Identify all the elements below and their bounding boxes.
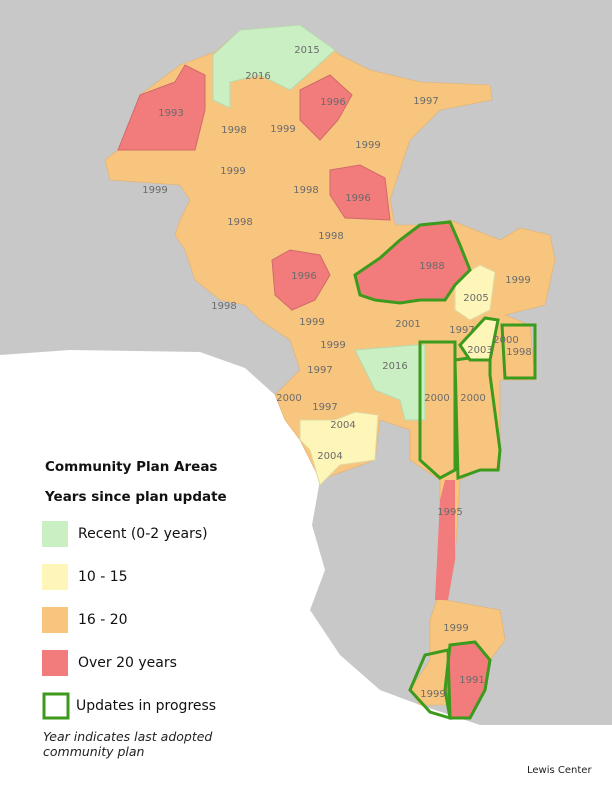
area-old	[117, 64, 206, 151]
progress-outline	[408, 648, 452, 721]
legend-swatch	[42, 607, 68, 633]
ocean	[0, 350, 612, 792]
area-year: 1988	[419, 261, 444, 272]
area-year: 2016	[245, 71, 270, 82]
area-year: 1998	[227, 217, 252, 228]
legend-swatch	[42, 564, 68, 590]
area-year: 1999	[270, 124, 295, 135]
area-year: 1991	[459, 675, 484, 686]
area-year: 2003	[467, 345, 492, 356]
legend-swatch	[42, 521, 68, 547]
area-year: 1997	[449, 325, 474, 336]
area-year: 1996	[345, 193, 370, 204]
area-year: 1999	[443, 623, 468, 634]
area-year: 1999	[420, 689, 445, 700]
legend-label: 16 - 20	[78, 612, 128, 628]
area-year: 1999	[142, 185, 167, 196]
area-year: 2004	[317, 451, 342, 462]
area-year: 1995	[437, 507, 462, 518]
area-year: 1997	[307, 365, 332, 376]
area-year: 1998	[293, 185, 318, 196]
area-year: 2000	[424, 393, 449, 404]
area-year: 1999	[220, 166, 245, 177]
legend-title: Community Plan Areas	[45, 459, 217, 475]
area-year: 1999	[299, 317, 324, 328]
legend-label: Recent (0-2 years)	[78, 526, 208, 542]
area-year: 2005	[463, 293, 488, 304]
area-year: 1999	[505, 275, 530, 286]
progress-outline	[418, 340, 457, 480]
legend-swatch	[42, 650, 68, 676]
legend-label: Updates in progress	[76, 698, 216, 714]
legend-label: 10 - 15	[78, 569, 128, 585]
area-year: 1997	[312, 402, 337, 413]
area-year: 2000	[460, 393, 485, 404]
area-year: 1996	[320, 97, 345, 108]
area-year: 2001	[395, 319, 420, 330]
area-year: 2000	[493, 335, 518, 346]
area-old-progress	[443, 640, 492, 720]
legend-subtitle: Years since plan update	[44, 489, 227, 505]
area-year: 2015	[294, 45, 319, 56]
progress-outline	[458, 316, 500, 362]
area-old-progress	[353, 220, 472, 305]
credit: Lewis Center	[527, 765, 592, 776]
legend-swatch	[42, 692, 70, 720]
area-year: 1998	[221, 125, 246, 136]
area-year: 2000	[276, 393, 301, 404]
legend-label: Over 20 years	[78, 655, 177, 671]
legend: Recent (0-2 years) 10 - 15 16 - 20 Over 20 …	[42, 521, 216, 720]
area-year: 1998	[318, 231, 343, 242]
area-recent	[212, 24, 336, 109]
legend-note: Year indicates last adopted community pl…	[43, 729, 213, 759]
area-year: 1999	[355, 140, 380, 151]
area-old	[299, 74, 353, 141]
area-year: 1997	[413, 96, 438, 107]
area-year: 1999	[320, 340, 345, 351]
progress-outline	[500, 323, 537, 380]
area-recent	[354, 344, 426, 421]
area-old	[271, 249, 331, 311]
area-year: 2016	[382, 361, 407, 372]
area-mid	[299, 411, 379, 486]
area-year: 2004	[330, 420, 355, 431]
area-year: 1998	[506, 347, 531, 358]
area-mid	[454, 264, 496, 321]
area-year: 1998	[211, 301, 236, 312]
area-year: 1993	[158, 108, 183, 119]
area-old	[435, 480, 455, 600]
area-year: 1996	[291, 271, 316, 282]
area-old	[329, 164, 391, 221]
